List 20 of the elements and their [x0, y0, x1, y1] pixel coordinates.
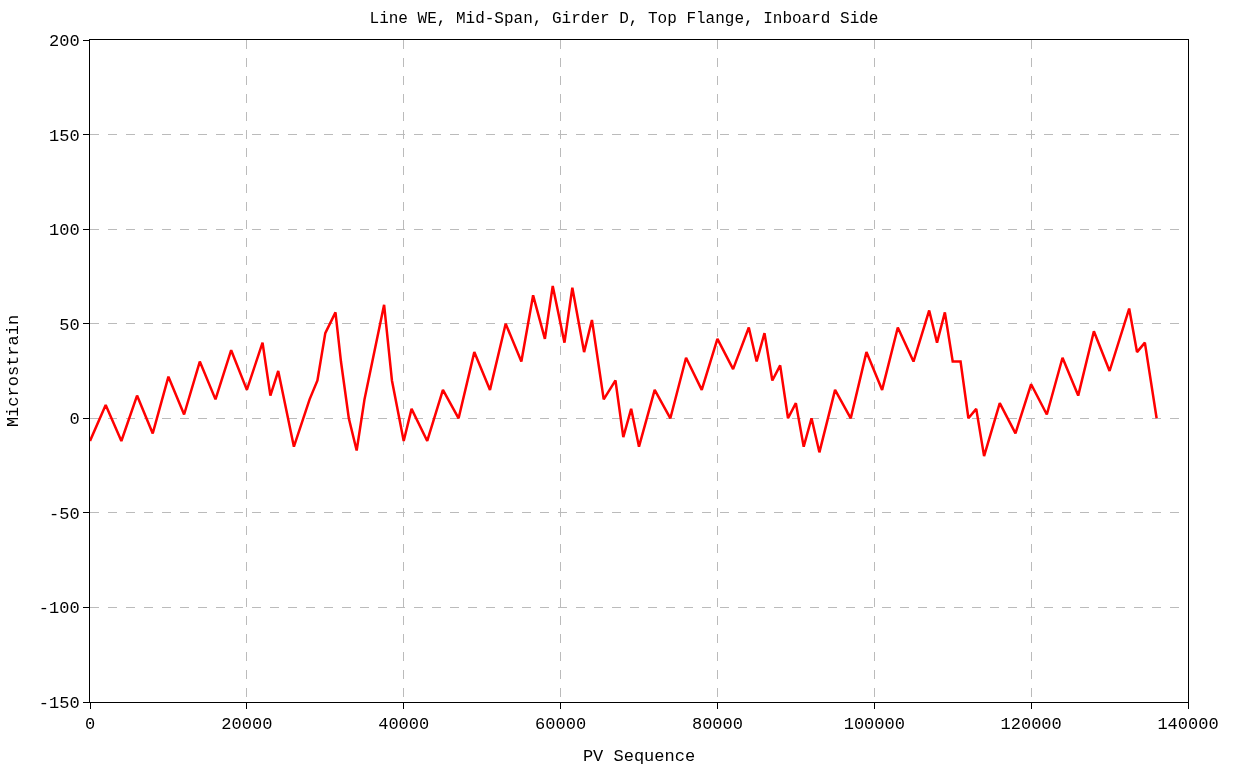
- y-tick-label: -50: [48, 504, 80, 524]
- x-axis-title: PV Sequence: [582, 746, 696, 766]
- y-tick-label: 50: [59, 315, 80, 335]
- y-tick-label: -100: [38, 599, 80, 619]
- x-tick-label: 40000: [378, 715, 430, 735]
- x-tick-label: 120000: [1000, 715, 1062, 735]
- x-tick-label: 20000: [221, 715, 273, 735]
- line-series: [90, 284, 1158, 458]
- y-tick-label: 150: [48, 126, 80, 146]
- y-tick-label: 0: [69, 410, 80, 430]
- y-axis-title: Microstrain: [4, 314, 24, 428]
- y-tick-label: 100: [48, 221, 80, 241]
- y-tick-label: 200: [48, 31, 80, 51]
- x-tick-label: 80000: [691, 715, 743, 735]
- x-tick-label: 140000: [1157, 715, 1219, 735]
- x-tick-label: 100000: [843, 715, 905, 735]
- chart-title: Line WE, Mid-Span, Girder D, Top Flange, Inboard Side: [369, 9, 879, 28]
- x-tick-label: 60000: [535, 715, 587, 735]
- y-tick-label: -150: [38, 693, 80, 713]
- x-tick-label: 0: [84, 715, 96, 735]
